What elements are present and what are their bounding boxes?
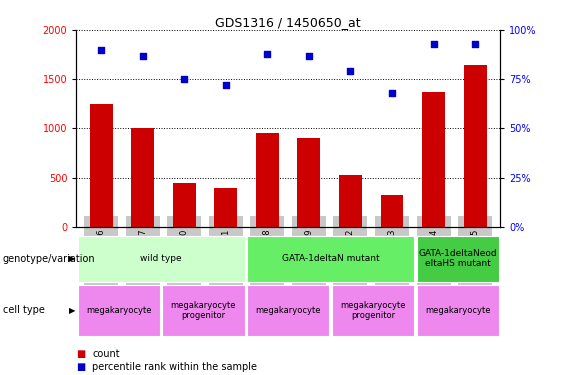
Point: [221, 82, 231, 88]
Text: ■: ■: [76, 362, 85, 372]
Text: ■: ■: [76, 350, 85, 359]
Bar: [298, 138, 320, 227]
Point: [138, 53, 147, 58]
Bar: [162, 285, 245, 336]
Bar: [173, 183, 195, 227]
Text: GATA-1deltaN mutant: GATA-1deltaN mutant: [282, 254, 379, 263]
Point: [263, 51, 272, 57]
Bar: [214, 188, 237, 227]
Text: ▶: ▶: [69, 306, 76, 315]
Text: cell type: cell type: [3, 305, 45, 315]
Text: megakaryocyte
progenitor: megakaryocyte progenitor: [171, 301, 236, 320]
Bar: [247, 285, 329, 336]
Bar: [256, 134, 279, 227]
Bar: [131, 128, 154, 227]
Text: megakaryocyte: megakaryocyte: [86, 306, 151, 315]
Bar: [416, 236, 499, 282]
Text: wild type: wild type: [140, 254, 182, 263]
Point: [305, 53, 314, 58]
Bar: [381, 195, 403, 227]
Text: megakaryocyte
progenitor: megakaryocyte progenitor: [340, 301, 406, 320]
Bar: [416, 285, 499, 336]
Bar: [77, 236, 245, 282]
Point: [180, 76, 189, 82]
Point: [346, 68, 355, 74]
Point: [429, 41, 438, 47]
Bar: [422, 92, 445, 227]
Bar: [77, 285, 160, 336]
Title: GDS1316 / 1450650_at: GDS1316 / 1450650_at: [215, 16, 361, 29]
Text: GATA-1deltaNeod
eltaHS mutant: GATA-1deltaNeod eltaHS mutant: [418, 249, 497, 268]
Bar: [247, 236, 414, 282]
Bar: [339, 175, 362, 227]
Bar: [332, 285, 414, 336]
Point: [97, 47, 106, 53]
Text: megakaryocyte: megakaryocyte: [255, 306, 321, 315]
Bar: [464, 65, 486, 227]
Text: percentile rank within the sample: percentile rank within the sample: [92, 362, 257, 372]
Text: count: count: [92, 350, 120, 359]
Text: ▶: ▶: [69, 254, 76, 263]
Text: genotype/variation: genotype/variation: [3, 254, 95, 264]
Text: megakaryocyte: megakaryocyte: [425, 306, 490, 315]
Point: [388, 90, 397, 96]
Bar: [90, 104, 112, 227]
Point: [471, 41, 480, 47]
